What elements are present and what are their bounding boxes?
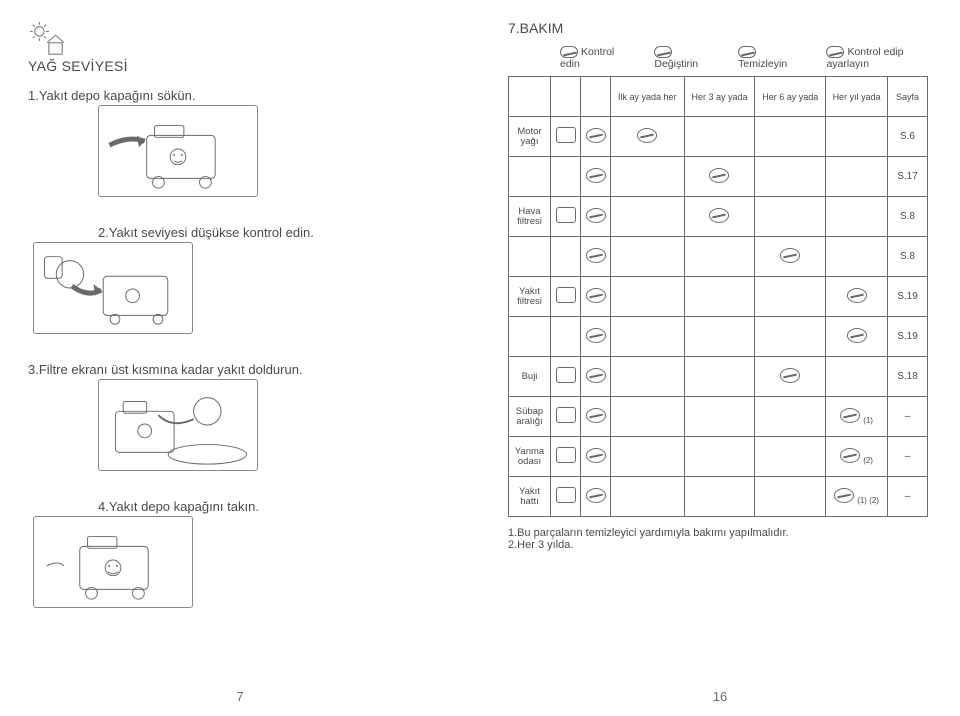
step-1-illustration [98,105,258,197]
legend-clean: Temizleyin [738,46,798,70]
row-page-ref: S.6 [888,117,928,157]
col-page: Sayfa [888,77,928,117]
schedule-mark-icon [780,248,800,263]
page-number-left: 7 [236,689,243,704]
row-page-ref: – [888,437,928,477]
row-page-ref: S.19 [888,317,928,357]
row-page-ref: S.8 [888,237,928,277]
action-icon [586,208,606,223]
table-row: Yakıt hattı(1) (2)– [509,477,928,517]
table-row: Buji S.18 [509,357,928,397]
part-icon [556,447,576,463]
part-icon [556,487,576,503]
row-label: Buji [509,357,551,397]
schedule-mark-icon [637,128,657,143]
step-1-text: 1.Yakıt depo kapağını sökün. [28,88,452,103]
col-first-month: İlk ay yada her [611,77,685,117]
part-icon [556,207,576,223]
col-3-months: Her 3 ay yada [684,77,755,117]
schedule-mark-icon [847,288,867,303]
step-4-text: 4.Yakıt depo kapağını takın. [98,499,452,514]
step-2-illustration [33,242,193,334]
table-row: S.8 [509,237,928,277]
schedule-mark-icon [780,368,800,383]
part-icon [556,127,576,143]
row-label [509,157,551,197]
row-label [509,237,551,277]
row-label: Sübap aralığı [509,397,551,437]
schedule-mark-icon [840,408,860,423]
action-icon [586,408,606,423]
step-3-text: 3.Filtre ekranı üst kısmına kadar yakıt … [28,362,452,377]
step-2-text: 2.Yakıt seviyesi düşükse kontrol edin. [98,225,452,240]
schedule-mark-icon [847,328,867,343]
action-icon [586,488,606,503]
action-icon [586,288,606,303]
row-label: Motor yağı [509,117,551,157]
part-icon [556,407,576,423]
row-label [509,317,551,357]
step-3-illustration [98,379,258,471]
page-left: YAĞ SEVİYESİ 1.Yakıt depo kapağını sökün… [0,0,480,716]
table-row: Yakıt filtresi S.19 [509,277,928,317]
part-icon [556,287,576,303]
left-heading: YAĞ SEVİYESİ [28,58,452,74]
col-yearly: Her yıl yada [826,77,888,117]
row-label: Hava filtresi [509,197,551,237]
col-6-months: Her 6 ay yada [755,77,826,117]
adjust-icon [826,46,844,58]
footnote-1: 1.Bu parçaların temizleyici yardımıyla b… [508,527,932,539]
row-label: Yanma odası [509,437,551,477]
schedule-mark-icon [709,208,729,223]
row-page-ref: – [888,477,928,517]
legend-replace: Değiştirin [654,46,710,70]
footnote-2: 2.Her 3 yılda. [508,539,932,551]
check-icon [560,46,578,58]
page-number-right: 16 [713,689,727,704]
sun-house-icon [28,20,66,58]
action-icon [586,328,606,343]
row-page-ref: – [888,397,928,437]
replace-icon [654,46,672,58]
action-icon [586,248,606,263]
left-steps-list: 1.Yakıt depo kapağını sökün. 2.Yakıt sev… [28,88,452,608]
table-row: Hava filtresi S.8 [509,197,928,237]
action-icon [586,448,606,463]
footnotes: 1.Bu parçaların temizleyici yardımıyla b… [508,527,932,551]
legend-check: Kontrol edin [560,46,626,70]
step-4-illustration [33,516,193,608]
schedule-mark-icon [840,448,860,463]
row-label: Yakıt hattı [509,477,551,517]
row-page-ref: S.19 [888,277,928,317]
row-page-ref: S.18 [888,357,928,397]
table-row: Motor yağı S.6 [509,117,928,157]
table-row: S.17 [509,157,928,197]
page-right: 7.BAKIM Kontrol edin Değiştirin Temizley… [480,0,960,716]
section-title: 7.BAKIM [508,20,932,36]
part-icon [556,367,576,383]
clean-icon [738,46,756,58]
table-header-row: İlk ay yada her Her 3 ay yada Her 6 ay y… [509,77,928,117]
legend-adjust: Kontrol edip ayarlayın [826,46,932,70]
legend-row: Kontrol edin Değiştirin Temizleyin Kontr… [560,46,932,70]
table-row: S.19 [509,317,928,357]
table-row: Sübap aralığı(1)– [509,397,928,437]
row-page-ref: S.17 [888,157,928,197]
row-page-ref: S.8 [888,197,928,237]
maintenance-table: İlk ay yada her Her 3 ay yada Her 6 ay y… [508,76,928,517]
table-row: Yanma odası(2)– [509,437,928,477]
action-icon [586,368,606,383]
action-icon [586,168,606,183]
schedule-mark-icon [709,168,729,183]
action-icon [586,128,606,143]
row-label: Yakıt filtresi [509,277,551,317]
schedule-mark-icon [834,488,854,503]
